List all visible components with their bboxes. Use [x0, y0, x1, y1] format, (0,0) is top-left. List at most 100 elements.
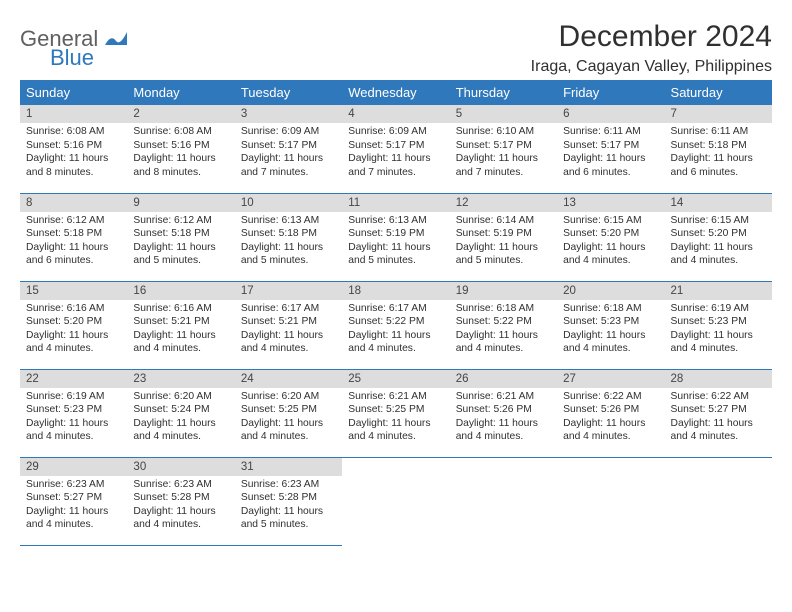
day-content: Sunrise: 6:11 AMSunset: 5:17 PMDaylight:…: [557, 123, 664, 183]
day-number: 28: [665, 370, 772, 388]
calendar-cell: ..: [557, 457, 664, 545]
day-number: 21: [665, 282, 772, 300]
weekday-header: Wednesday: [342, 80, 449, 105]
day-number: 29: [20, 458, 127, 476]
calendar-cell: 18Sunrise: 6:17 AMSunset: 5:22 PMDayligh…: [342, 281, 449, 369]
weekday-row: SundayMondayTuesdayWednesdayThursdayFrid…: [20, 80, 772, 105]
day-number: 17: [235, 282, 342, 300]
calendar-cell: 14Sunrise: 6:15 AMSunset: 5:20 PMDayligh…: [665, 193, 772, 281]
calendar-cell: 3Sunrise: 6:09 AMSunset: 5:17 PMDaylight…: [235, 105, 342, 193]
calendar-cell: 15Sunrise: 6:16 AMSunset: 5:20 PMDayligh…: [20, 281, 127, 369]
calendar-cell: ..: [450, 457, 557, 545]
day-content: Sunrise: 6:12 AMSunset: 5:18 PMDaylight:…: [20, 212, 127, 272]
calendar-cell: 24Sunrise: 6:20 AMSunset: 5:25 PMDayligh…: [235, 369, 342, 457]
day-number: 2: [127, 105, 234, 123]
day-number: 19: [450, 282, 557, 300]
calendar-cell: 12Sunrise: 6:14 AMSunset: 5:19 PMDayligh…: [450, 193, 557, 281]
calendar-body: 1Sunrise: 6:08 AMSunset: 5:16 PMDaylight…: [20, 105, 772, 545]
day-number: 13: [557, 194, 664, 212]
day-content: Sunrise: 6:22 AMSunset: 5:26 PMDaylight:…: [557, 388, 664, 448]
day-content: Sunrise: 6:23 AMSunset: 5:28 PMDaylight:…: [235, 476, 342, 536]
calendar-cell: 30Sunrise: 6:23 AMSunset: 5:28 PMDayligh…: [127, 457, 234, 545]
day-content: Sunrise: 6:13 AMSunset: 5:19 PMDaylight:…: [342, 212, 449, 272]
day-content: Sunrise: 6:17 AMSunset: 5:22 PMDaylight:…: [342, 300, 449, 360]
day-number: 14: [665, 194, 772, 212]
day-content: Sunrise: 6:08 AMSunset: 5:16 PMDaylight:…: [20, 123, 127, 183]
day-number: 9: [127, 194, 234, 212]
day-content: Sunrise: 6:23 AMSunset: 5:28 PMDaylight:…: [127, 476, 234, 536]
weekday-header: Saturday: [665, 80, 772, 105]
day-number: 8: [20, 194, 127, 212]
logo: General Blue: [20, 20, 127, 69]
calendar-cell: 7Sunrise: 6:11 AMSunset: 5:18 PMDaylight…: [665, 105, 772, 193]
weekday-header: Tuesday: [235, 80, 342, 105]
calendar-cell: 17Sunrise: 6:17 AMSunset: 5:21 PMDayligh…: [235, 281, 342, 369]
header: General Blue December 2024 Iraga, Cagaya…: [20, 20, 772, 76]
day-number: 7: [665, 105, 772, 123]
calendar-cell: 9Sunrise: 6:12 AMSunset: 5:18 PMDaylight…: [127, 193, 234, 281]
day-content: Sunrise: 6:19 AMSunset: 5:23 PMDaylight:…: [665, 300, 772, 360]
day-content: Sunrise: 6:09 AMSunset: 5:17 PMDaylight:…: [342, 123, 449, 183]
day-number: 23: [127, 370, 234, 388]
day-number: 16: [127, 282, 234, 300]
day-content: Sunrise: 6:22 AMSunset: 5:27 PMDaylight:…: [665, 388, 772, 448]
title-block: December 2024 Iraga, Cagayan Valley, Phi…: [531, 20, 772, 76]
day-number: 5: [450, 105, 557, 123]
calendar-cell: 2Sunrise: 6:08 AMSunset: 5:16 PMDaylight…: [127, 105, 234, 193]
day-number: 3: [235, 105, 342, 123]
day-number: 25: [342, 370, 449, 388]
calendar-cell: 8Sunrise: 6:12 AMSunset: 5:18 PMDaylight…: [20, 193, 127, 281]
day-content: Sunrise: 6:18 AMSunset: 5:23 PMDaylight:…: [557, 300, 664, 360]
day-number: 12: [450, 194, 557, 212]
day-content: Sunrise: 6:23 AMSunset: 5:27 PMDaylight:…: [20, 476, 127, 536]
day-content: Sunrise: 6:14 AMSunset: 5:19 PMDaylight:…: [450, 212, 557, 272]
day-number: 15: [20, 282, 127, 300]
day-content: Sunrise: 6:11 AMSunset: 5:18 PMDaylight:…: [665, 123, 772, 183]
calendar-cell: 16Sunrise: 6:16 AMSunset: 5:21 PMDayligh…: [127, 281, 234, 369]
day-content: Sunrise: 6:13 AMSunset: 5:18 PMDaylight:…: [235, 212, 342, 272]
day-number: 30: [127, 458, 234, 476]
day-number: 11: [342, 194, 449, 212]
day-content: Sunrise: 6:16 AMSunset: 5:21 PMDaylight:…: [127, 300, 234, 360]
day-number: 4: [342, 105, 449, 123]
calendar-cell: 31Sunrise: 6:23 AMSunset: 5:28 PMDayligh…: [235, 457, 342, 545]
day-number: 6: [557, 105, 664, 123]
calendar-cell: 23Sunrise: 6:20 AMSunset: 5:24 PMDayligh…: [127, 369, 234, 457]
day-content: Sunrise: 6:10 AMSunset: 5:17 PMDaylight:…: [450, 123, 557, 183]
calendar-table: SundayMondayTuesdayWednesdayThursdayFrid…: [20, 80, 772, 546]
day-content: Sunrise: 6:20 AMSunset: 5:25 PMDaylight:…: [235, 388, 342, 448]
calendar-cell: 13Sunrise: 6:15 AMSunset: 5:20 PMDayligh…: [557, 193, 664, 281]
weekday-header: Thursday: [450, 80, 557, 105]
calendar-cell: 25Sunrise: 6:21 AMSunset: 5:25 PMDayligh…: [342, 369, 449, 457]
day-content: Sunrise: 6:15 AMSunset: 5:20 PMDaylight:…: [557, 212, 664, 272]
location: Iraga, Cagayan Valley, Philippines: [531, 58, 772, 76]
day-content: Sunrise: 6:17 AMSunset: 5:21 PMDaylight:…: [235, 300, 342, 360]
calendar-cell: 21Sunrise: 6:19 AMSunset: 5:23 PMDayligh…: [665, 281, 772, 369]
day-number: 20: [557, 282, 664, 300]
day-content: Sunrise: 6:18 AMSunset: 5:22 PMDaylight:…: [450, 300, 557, 360]
day-content: Sunrise: 6:12 AMSunset: 5:18 PMDaylight:…: [127, 212, 234, 272]
day-number: 27: [557, 370, 664, 388]
calendar-cell: ..: [342, 457, 449, 545]
calendar-cell: 29Sunrise: 6:23 AMSunset: 5:27 PMDayligh…: [20, 457, 127, 545]
calendar-cell: 5Sunrise: 6:10 AMSunset: 5:17 PMDaylight…: [450, 105, 557, 193]
calendar-cell: 11Sunrise: 6:13 AMSunset: 5:19 PMDayligh…: [342, 193, 449, 281]
day-content: Sunrise: 6:09 AMSunset: 5:17 PMDaylight:…: [235, 123, 342, 183]
day-content: Sunrise: 6:19 AMSunset: 5:23 PMDaylight:…: [20, 388, 127, 448]
day-content: Sunrise: 6:15 AMSunset: 5:20 PMDaylight:…: [665, 212, 772, 272]
day-content: Sunrise: 6:16 AMSunset: 5:20 PMDaylight:…: [20, 300, 127, 360]
calendar-cell: 10Sunrise: 6:13 AMSunset: 5:18 PMDayligh…: [235, 193, 342, 281]
calendar-cell: ..: [665, 457, 772, 545]
day-number: 18: [342, 282, 449, 300]
weekday-header: Monday: [127, 80, 234, 105]
calendar-cell: 1Sunrise: 6:08 AMSunset: 5:16 PMDaylight…: [20, 105, 127, 193]
weekday-header: Sunday: [20, 80, 127, 105]
day-number: 22: [20, 370, 127, 388]
weekday-header: Friday: [557, 80, 664, 105]
calendar-cell: 22Sunrise: 6:19 AMSunset: 5:23 PMDayligh…: [20, 369, 127, 457]
calendar-cell: 20Sunrise: 6:18 AMSunset: 5:23 PMDayligh…: [557, 281, 664, 369]
day-content: Sunrise: 6:21 AMSunset: 5:26 PMDaylight:…: [450, 388, 557, 448]
day-number: 1: [20, 105, 127, 123]
day-content: Sunrise: 6:08 AMSunset: 5:16 PMDaylight:…: [127, 123, 234, 183]
day-number: 31: [235, 458, 342, 476]
